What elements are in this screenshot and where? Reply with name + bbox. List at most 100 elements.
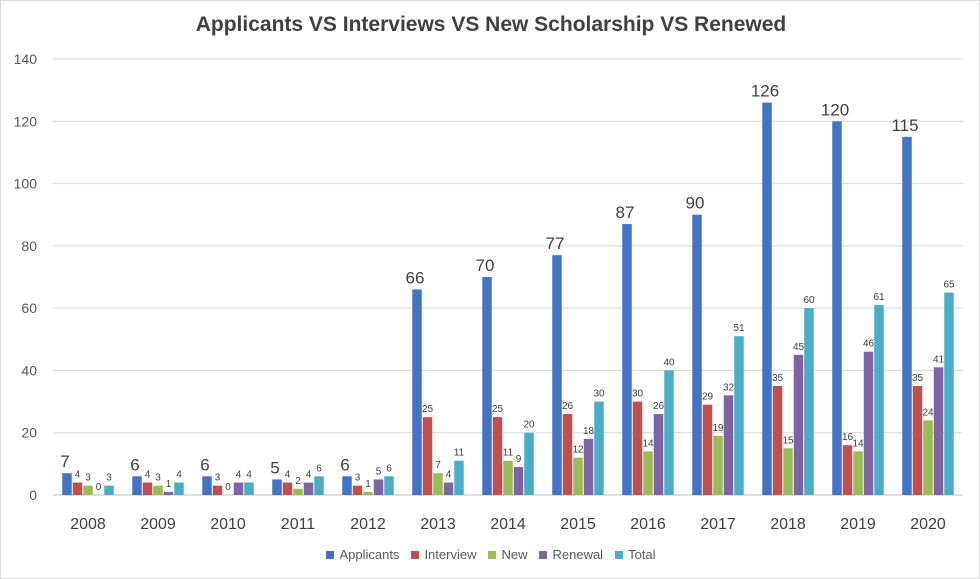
bar-total-2011 bbox=[314, 476, 324, 495]
data-label: 0 bbox=[96, 482, 102, 493]
bar-renewal-2018 bbox=[793, 354, 804, 495]
data-label: 66 bbox=[406, 268, 425, 287]
data-label: 65 bbox=[943, 280, 955, 291]
bar-interview-2020 bbox=[912, 386, 923, 495]
data-label: 24 bbox=[922, 407, 934, 418]
data-label: 19 bbox=[712, 423, 724, 434]
bar-interview-2010 bbox=[212, 485, 223, 495]
data-label: 40 bbox=[663, 357, 675, 368]
bar-total-2019 bbox=[874, 305, 884, 495]
bar-applicants-2016 bbox=[622, 224, 632, 496]
bar-applicants-2015 bbox=[552, 255, 562, 495]
y-tick-label: 80 bbox=[21, 238, 37, 254]
data-label: 90 bbox=[686, 194, 705, 213]
x-tick-label: 2015 bbox=[560, 516, 596, 533]
bar-new-2009 bbox=[153, 485, 163, 495]
x-tick-label: 2008 bbox=[70, 516, 106, 533]
legend-label: Total bbox=[628, 547, 656, 562]
bar-applicants-2020 bbox=[902, 136, 912, 495]
bar-new-2012 bbox=[363, 491, 373, 495]
data-label: 46 bbox=[863, 339, 875, 350]
data-label: 25 bbox=[492, 404, 504, 415]
y-tick-label: 100 bbox=[14, 176, 38, 192]
data-label: 4 bbox=[145, 470, 151, 481]
data-label: 6 bbox=[340, 455, 349, 474]
bar-renewal-2016 bbox=[653, 414, 664, 495]
data-label: 3 bbox=[155, 473, 161, 484]
bar-new-2017 bbox=[713, 435, 723, 495]
data-label: 41 bbox=[933, 354, 945, 365]
data-label: 6 bbox=[386, 463, 392, 474]
y-tick-label: 40 bbox=[21, 362, 37, 378]
bar-total-2018 bbox=[804, 308, 814, 495]
data-label: 4 bbox=[75, 470, 81, 481]
legend-swatch bbox=[539, 551, 548, 559]
data-label: 3 bbox=[85, 473, 91, 484]
bar-applicants-2009 bbox=[132, 476, 142, 495]
legend-swatch bbox=[326, 551, 335, 559]
x-tick-label: 2014 bbox=[490, 516, 526, 533]
legend-swatch bbox=[411, 551, 420, 559]
legend-swatch bbox=[488, 551, 497, 559]
data-label: 26 bbox=[562, 401, 574, 412]
x-tick-label: 2018 bbox=[770, 516, 806, 533]
bar-applicants-2013 bbox=[412, 289, 422, 495]
data-label: 60 bbox=[803, 295, 815, 306]
bar-interview-2008 bbox=[72, 482, 83, 495]
y-tick-label: 140 bbox=[14, 51, 38, 67]
data-label: 2 bbox=[295, 476, 301, 487]
data-label: 4 bbox=[285, 470, 291, 481]
data-label: 6 bbox=[130, 455, 139, 474]
bar-renewal-2015 bbox=[583, 438, 594, 495]
data-label: 35 bbox=[912, 373, 924, 384]
data-label: 1 bbox=[166, 479, 172, 490]
data-label: 35 bbox=[772, 373, 784, 384]
data-label: 32 bbox=[723, 382, 735, 393]
bar-renewal-2019 bbox=[863, 351, 874, 495]
x-tick-label: 2016 bbox=[630, 516, 666, 533]
data-label: 5 bbox=[270, 458, 279, 477]
data-label: 30 bbox=[593, 389, 605, 400]
bar-total-2016 bbox=[664, 370, 674, 495]
bar-new-2016 bbox=[643, 451, 653, 495]
data-label: 3 bbox=[106, 473, 112, 484]
bar-renewal-2011 bbox=[303, 482, 314, 495]
bar-interview-2015 bbox=[562, 414, 573, 495]
data-label: 6 bbox=[200, 455, 209, 474]
data-label: 51 bbox=[733, 323, 745, 334]
legend-label: Renewal bbox=[552, 547, 604, 562]
bar-total-2010 bbox=[244, 482, 254, 495]
data-label: 4 bbox=[246, 470, 252, 481]
bar-interview-2012 bbox=[352, 485, 363, 495]
data-label: 61 bbox=[873, 292, 885, 303]
bar-interview-2018 bbox=[772, 386, 783, 495]
bar-total-2012 bbox=[384, 476, 394, 495]
data-label: 15 bbox=[782, 435, 794, 446]
data-label: 70 bbox=[476, 256, 495, 275]
x-tick-label: 2019 bbox=[840, 516, 876, 533]
data-label: 126 bbox=[751, 82, 779, 101]
legend-label: Applicants bbox=[339, 547, 400, 562]
x-tick-label: 2017 bbox=[700, 516, 736, 533]
x-tick-label: 2010 bbox=[210, 516, 246, 533]
bar-renewal-2020 bbox=[933, 367, 944, 495]
bar-applicants-2008 bbox=[62, 473, 72, 495]
x-tick-label: 2011 bbox=[281, 516, 316, 533]
bar-new-2018 bbox=[783, 448, 793, 495]
bar-new-2015 bbox=[573, 457, 583, 495]
data-label: 20 bbox=[523, 420, 535, 431]
bar-applicants-2017 bbox=[692, 214, 702, 495]
data-label: 9 bbox=[516, 454, 522, 465]
legend-label: Interview bbox=[424, 547, 477, 562]
data-label: 3 bbox=[215, 473, 221, 484]
data-label: 29 bbox=[702, 392, 714, 403]
data-label: 120 bbox=[821, 100, 849, 119]
bar-renewal-2013 bbox=[443, 482, 454, 495]
x-tick-label: 2020 bbox=[910, 516, 946, 533]
data-label: 11 bbox=[503, 448, 514, 459]
bar-applicants-2018 bbox=[762, 102, 772, 495]
data-label: 11 bbox=[454, 448, 465, 459]
data-label: 14 bbox=[852, 438, 864, 449]
bar-new-2020 bbox=[923, 420, 933, 495]
